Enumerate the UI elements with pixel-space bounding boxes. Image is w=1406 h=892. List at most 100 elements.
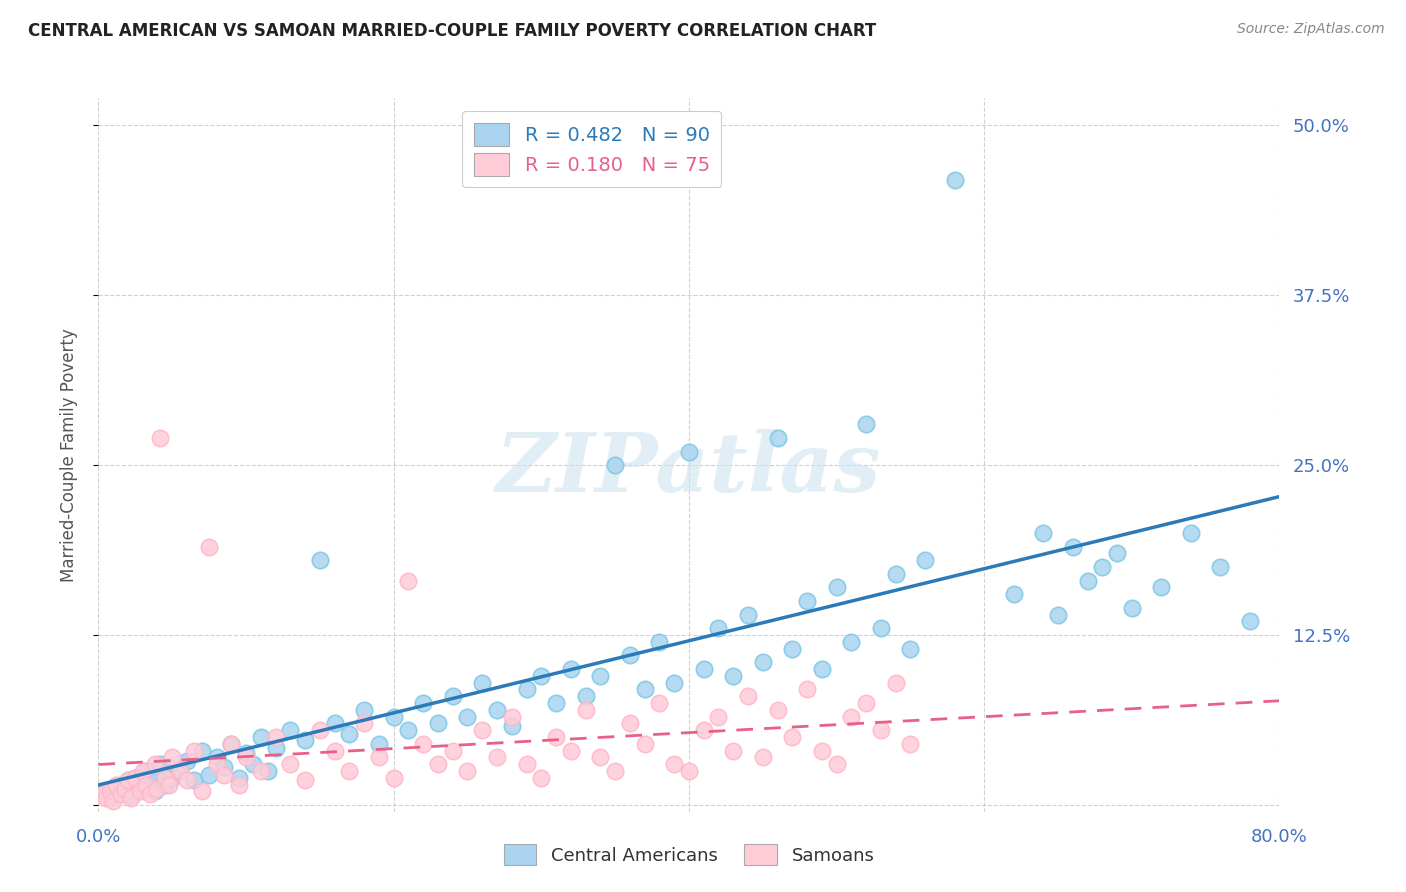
Point: [1180, 526, 1202, 541]
Point: [471, 723, 494, 738]
Point: [309, 553, 332, 567]
Point: [257, 764, 280, 778]
Point: [412, 696, 434, 710]
Point: [228, 778, 250, 792]
Point: [149, 431, 172, 445]
Point: [427, 757, 450, 772]
Point: [294, 773, 316, 788]
Text: Source: ZipAtlas.com: Source: ZipAtlas.com: [1237, 22, 1385, 37]
Legend: Central Americans, Samoans: Central Americans, Samoans: [495, 835, 883, 874]
Point: [633, 737, 655, 751]
Point: [825, 581, 848, 595]
Point: [162, 771, 183, 785]
Point: [633, 682, 655, 697]
Point: [212, 768, 235, 782]
Point: [94, 791, 117, 805]
Point: [169, 764, 191, 778]
Point: [723, 743, 745, 757]
Point: [323, 716, 346, 731]
Point: [339, 764, 360, 778]
Point: [1105, 546, 1128, 560]
Point: [841, 709, 863, 723]
Point: [143, 757, 166, 772]
Point: [796, 594, 818, 608]
Point: [560, 662, 582, 676]
Point: [693, 662, 716, 676]
Point: [869, 621, 891, 635]
Point: [114, 784, 136, 798]
Point: [278, 723, 302, 738]
Point: [135, 778, 157, 792]
Point: [132, 781, 155, 796]
Point: [396, 574, 419, 588]
Point: [796, 682, 818, 697]
Point: [810, 662, 832, 676]
Point: [441, 743, 464, 757]
Point: [294, 732, 316, 747]
Point: [139, 787, 162, 801]
Point: [128, 778, 150, 792]
Point: [124, 771, 146, 785]
Point: [143, 784, 166, 798]
Point: [664, 757, 686, 772]
Point: [605, 458, 627, 472]
Point: [149, 757, 172, 772]
Point: [914, 553, 936, 567]
Point: [1032, 526, 1054, 541]
Point: [219, 737, 242, 751]
Point: [169, 764, 191, 778]
Point: [486, 703, 509, 717]
Point: [619, 648, 641, 663]
Point: [707, 709, 730, 723]
Point: [515, 682, 537, 697]
Point: [382, 771, 405, 785]
Point: [176, 755, 198, 769]
Point: [135, 764, 157, 778]
Point: [810, 743, 832, 757]
Point: [114, 781, 136, 796]
Point: [105, 778, 128, 792]
Point: [501, 719, 523, 733]
Point: [98, 791, 121, 805]
Point: [396, 723, 419, 738]
Point: [441, 689, 464, 703]
Point: [560, 743, 582, 757]
Point: [751, 750, 773, 764]
Point: [605, 764, 627, 778]
Point: [693, 723, 716, 738]
Point: [412, 737, 434, 751]
Point: [619, 716, 641, 731]
Point: [515, 757, 537, 772]
Point: [766, 703, 789, 717]
Point: [309, 723, 332, 738]
Point: [1121, 600, 1143, 615]
Point: [855, 696, 877, 710]
Point: [1209, 560, 1232, 574]
Text: CENTRAL AMERICAN VS SAMOAN MARRIED-COUPLE FAMILY POVERTY CORRELATION CHART: CENTRAL AMERICAN VS SAMOAN MARRIED-COUPL…: [28, 22, 876, 40]
Point: [120, 791, 142, 805]
Point: [198, 540, 221, 554]
Point: [235, 750, 257, 764]
Point: [1239, 615, 1261, 629]
Point: [648, 696, 671, 710]
Point: [157, 760, 180, 774]
Point: [353, 716, 375, 731]
Point: [183, 743, 205, 757]
Point: [782, 730, 804, 744]
Point: [235, 746, 257, 760]
Point: [110, 787, 132, 801]
Point: [103, 787, 125, 801]
Point: [132, 764, 155, 778]
Point: [264, 730, 287, 744]
Point: [157, 778, 180, 792]
Point: [589, 750, 612, 764]
Point: [900, 737, 922, 751]
Point: [723, 669, 745, 683]
Point: [94, 784, 117, 798]
Point: [678, 444, 700, 458]
Point: [1062, 540, 1084, 554]
Point: [825, 757, 848, 772]
Point: [869, 723, 891, 738]
Point: [471, 675, 494, 690]
Point: [574, 689, 596, 703]
